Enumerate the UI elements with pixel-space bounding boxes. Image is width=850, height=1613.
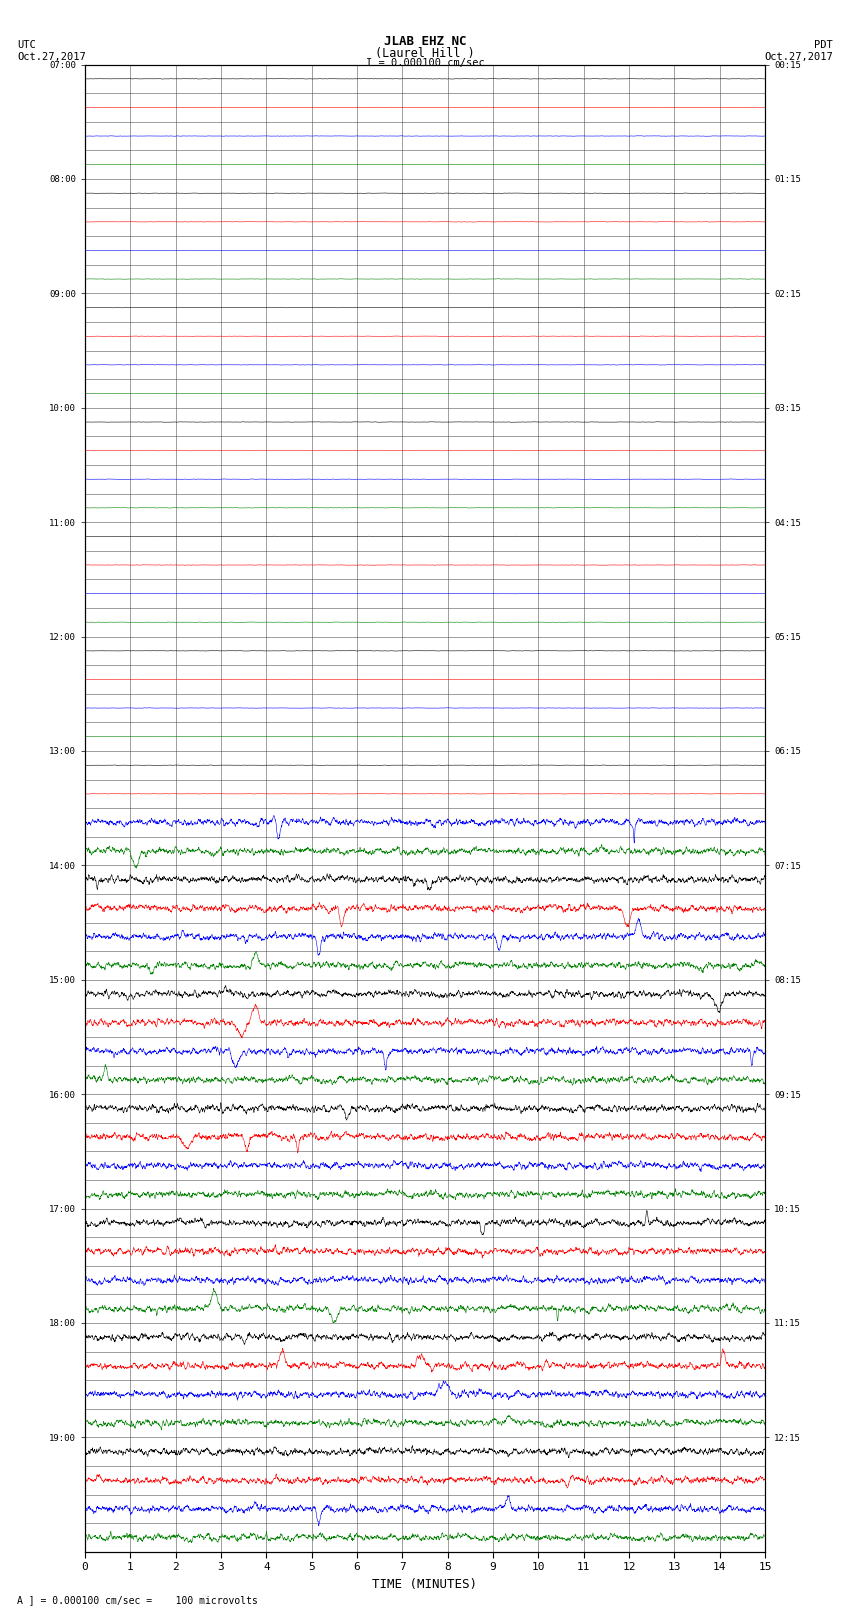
Text: UTC
Oct.27,2017: UTC Oct.27,2017 (17, 40, 86, 61)
Text: JLAB EHZ NC: JLAB EHZ NC (383, 35, 467, 48)
Text: I = 0.000100 cm/sec: I = 0.000100 cm/sec (366, 58, 484, 68)
Text: A ] = 0.000100 cm/sec =    100 microvolts: A ] = 0.000100 cm/sec = 100 microvolts (17, 1595, 258, 1605)
Text: (Laurel Hill ): (Laurel Hill ) (375, 47, 475, 60)
X-axis label: TIME (MINUTES): TIME (MINUTES) (372, 1578, 478, 1590)
Text: PDT
Oct.27,2017: PDT Oct.27,2017 (764, 40, 833, 61)
